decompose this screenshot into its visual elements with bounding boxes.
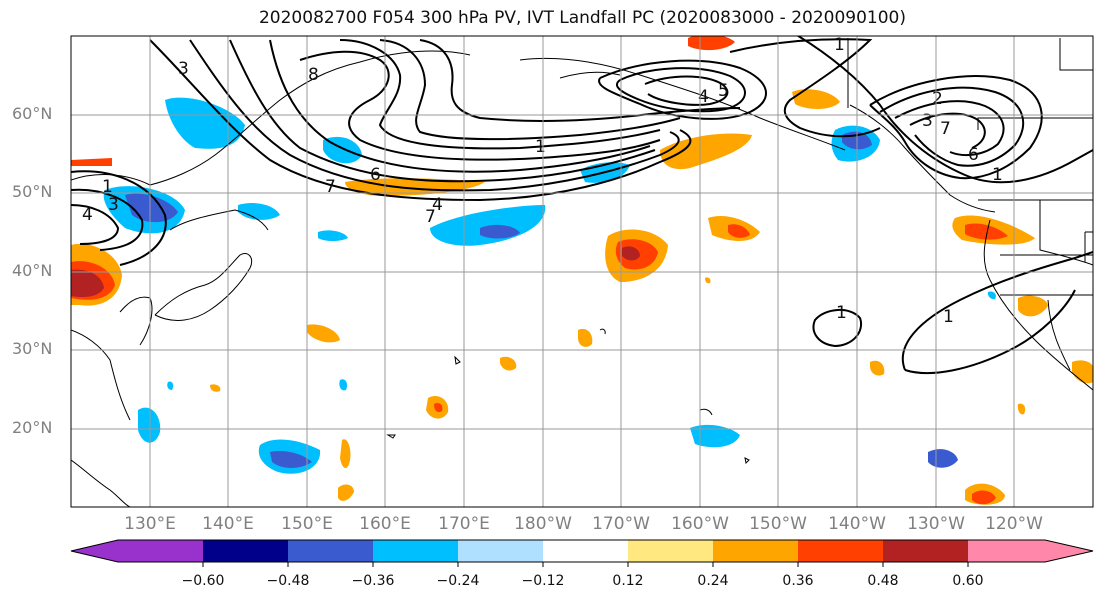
colorbar-segment [203,540,288,562]
colorbar-tick-label: −0.36 [351,573,395,589]
colorbar-segment [883,540,968,562]
lon-label: 170°E [438,514,490,534]
contour-label: 3 [108,195,119,215]
colorbar-segment [628,540,713,562]
map-title: 2020082700 F054 300 hPa PV, IVT Landfall… [258,8,906,28]
contour-label: 4 [432,195,443,215]
colorbar-tick-label: 0.60 [952,573,984,589]
colorbar [70,539,1094,567]
lon-label: 160°E [359,514,411,534]
contour-label: 2 [932,89,943,109]
contour-labels: 8 3 1 7 6 4 7 1 4 3 1 4 5 2 3 7 6 1 1 1 [82,35,1003,327]
contour-label: 1 [992,165,1003,185]
lon-label: 160°W [671,514,729,534]
colorbar-tick-label: 0.24 [697,573,729,589]
colorbar-segment [373,540,458,562]
contour-label: 1 [834,35,845,55]
colorbar-tick-label: −0.12 [521,573,565,589]
colorbar-segment [968,540,1045,562]
lat-label: 20°N [12,418,53,437]
colorbar-segment [118,540,203,562]
contour-label: 3 [178,59,189,79]
lon-label: 140°E [202,514,254,534]
contour-label: 5 [718,81,729,101]
contour-label: 1 [535,137,546,157]
lon-label: 170°W [592,514,650,534]
borders [847,38,1093,296]
contour-label: 4 [698,87,709,107]
lon-label: 120°W [985,514,1043,534]
colorbar-segment [798,540,883,562]
colorbar-tick-label: 0.36 [782,573,814,589]
colorbar-segment [543,540,628,562]
colorbar-segment [713,540,798,562]
map-frame [70,35,1094,508]
colorbar-extend-min [71,540,118,562]
colorbar-tick-label: 0.48 [867,573,899,589]
contour-label: 7 [425,207,436,227]
colorbar-segment [288,540,373,562]
lat-label: 60°N [12,104,53,123]
contour-label: 7 [325,177,336,197]
map-plot-area: 8 3 1 7 6 4 7 1 4 3 1 4 5 2 3 7 6 1 1 1 [71,35,1093,507]
contour-label: 1 [102,177,113,197]
contour-label: 6 [370,165,381,185]
lon-label: 150°E [281,514,333,534]
lon-label: 130°W [907,514,965,534]
contour-label: 7 [940,119,951,139]
colorbar-extend-max [1045,540,1093,562]
pv-contours [71,36,1093,375]
colorbar-tick-label: 0.12 [612,573,644,589]
contour-label: 4 [82,205,93,225]
contour-label: 3 [922,111,933,131]
graticule [71,36,1093,507]
lat-label: 30°N [12,339,53,358]
lat-label: 40°N [12,261,53,280]
colorbar-tick-label: −0.48 [266,573,310,589]
lon-label: 150°W [749,514,807,534]
lon-label: 140°W [828,514,886,534]
contour-label: 1 [836,303,847,323]
contour-label: 8 [308,65,319,85]
colorbar-tick-label: −0.60 [181,573,225,589]
lon-label: 180°W [514,514,572,534]
contour-label: 1 [943,307,954,327]
lat-label: 50°N [12,182,53,201]
contour-label: 6 [968,145,979,165]
colorbar-segment [458,540,543,562]
colorbar-tick-label: −0.24 [436,573,480,589]
lon-label: 130°E [124,514,176,534]
